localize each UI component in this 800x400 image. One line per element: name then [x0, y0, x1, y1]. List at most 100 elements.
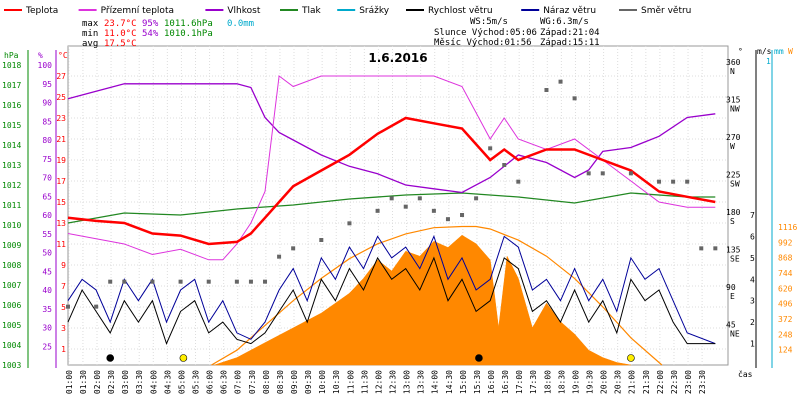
temp-tick: 9: [61, 261, 66, 270]
press-tick: 1004: [2, 341, 21, 350]
sun-set-marker: [627, 354, 635, 362]
press-tick: 1010: [2, 221, 21, 230]
stat-label: min: [82, 29, 98, 39]
axis-unit-time: čas: [738, 369, 753, 379]
hum-tick: 50: [42, 249, 52, 258]
legend-label: Náraz větru: [543, 6, 596, 16]
temp-tick: 15: [56, 198, 66, 207]
x-tick-label: 19:30: [586, 370, 595, 394]
x-tick-label: 14:30: [445, 370, 454, 394]
wind-dir-point: [572, 96, 577, 101]
stat-min-press: 1010.1hPa: [164, 29, 213, 39]
temp-tick: 21: [56, 135, 66, 144]
wind-dir-point: [206, 279, 211, 284]
x-tick-label: 10:00: [318, 370, 327, 394]
axis-unit-rain: mm: [774, 47, 784, 56]
press-tick: 1016: [2, 101, 21, 110]
solar-max-curve: [211, 225, 663, 366]
stat-label: max: [82, 19, 99, 29]
x-tick-label: 15:00: [459, 370, 468, 394]
dir-tick-label: SW: [730, 180, 740, 189]
press-tick: 1014: [2, 141, 21, 150]
hum-tick: 95: [42, 80, 52, 89]
temp-tick: 19: [56, 156, 66, 165]
x-tick-label: 07:00: [234, 370, 243, 394]
axis-unit-press: hPa: [4, 51, 19, 60]
wind-tick: 3: [750, 297, 755, 306]
stat-label: avg: [82, 39, 98, 49]
hum-tick: 90: [42, 99, 52, 108]
wind-dir-point: [600, 171, 605, 176]
x-tick-label: 11:30: [360, 370, 369, 394]
x-tick-label: 08:30: [276, 370, 285, 394]
axis-unit-temp: °C: [58, 51, 68, 60]
x-tick-label: 03:30: [135, 370, 144, 394]
dir-tick-label: NW: [730, 105, 740, 114]
wind-dir-point: [699, 246, 704, 251]
legend-label: Teplota: [25, 6, 58, 16]
legend-label: Přízemní teplota: [101, 6, 174, 16]
hum-tick: 30: [42, 324, 52, 333]
x-tick-label: 06:00: [206, 370, 215, 394]
stat-ws: WS:5m/s: [470, 17, 508, 27]
hum-tick: 70: [42, 174, 52, 183]
dir-tick-deg: 225: [726, 171, 741, 180]
press-tick: 1013: [2, 161, 21, 170]
x-tick-label: 23:30: [698, 370, 707, 394]
press-tick: 1018: [2, 61, 21, 70]
wind-dir-point: [66, 304, 70, 309]
rain-tick: 1: [766, 57, 771, 66]
stat-max-hum: 95%: [142, 19, 159, 29]
hum-tick: 55: [42, 230, 52, 239]
dir-tick-deg: 45: [726, 321, 736, 330]
hum-tick: 80: [42, 136, 52, 145]
wind-dir-point: [628, 171, 633, 176]
wind-speed-line: [67, 256, 716, 345]
temp-tick: 5: [61, 303, 66, 312]
x-tick-label: 16:00: [487, 370, 496, 394]
dir-tick-deg: 90: [726, 283, 736, 292]
legend-label: Rychlost větru: [428, 6, 493, 16]
axis-unit-solar: W: [788, 47, 793, 56]
solar-tick: 124: [778, 346, 793, 355]
hum-tick: 75: [42, 155, 52, 164]
wind-tick: 1: [750, 340, 755, 349]
stat-sun-set: Západ:21:04: [540, 28, 600, 38]
dir-tick-deg: 135: [726, 246, 741, 255]
wind-tick: 5: [750, 254, 755, 263]
x-tick-label: 23:00: [684, 370, 693, 394]
stat-min-hum: 54%: [142, 29, 159, 39]
dir-tick-deg: 270: [726, 133, 741, 142]
wind-dir-point: [671, 179, 676, 184]
wind-dir-point: [319, 238, 324, 242]
legend-label: Vlhkost: [227, 6, 260, 16]
x-tick-label: 05:30: [191, 370, 200, 394]
stat-max-rain: 0.0mm: [227, 19, 254, 29]
stat-max-temp: 23.7°C: [104, 19, 137, 29]
x-tick-label: 17:00: [515, 370, 524, 394]
temp-tick: 1: [61, 345, 66, 354]
dir-tick-label: E: [730, 292, 735, 301]
press-tick: 1007: [2, 281, 21, 290]
wind-dir-point: [713, 246, 718, 251]
solar-tick: 744: [778, 269, 793, 278]
solar-tick: 868: [778, 254, 793, 263]
hum-tick: 65: [42, 192, 52, 201]
wind-tick: 6: [750, 232, 755, 241]
hum-tick: 35: [42, 305, 52, 314]
x-tick-label: 10:30: [332, 370, 341, 394]
solar-tick: 620: [778, 284, 793, 293]
temp-tick: 27: [56, 72, 66, 81]
moon-set-marker: [475, 354, 483, 362]
press-tick: 1006: [2, 301, 21, 310]
stat-sun-rise: Slunce Východ:05:06: [434, 28, 537, 38]
press-tick: 1012: [2, 181, 21, 190]
x-tick-label: 18:00: [543, 370, 552, 394]
x-tick-label: 22:30: [670, 370, 679, 394]
x-tick-label: 16:30: [501, 370, 510, 394]
wind-dir-point: [122, 279, 127, 284]
solar-tick: 372: [778, 315, 793, 324]
wind-dir-point: [108, 279, 113, 284]
